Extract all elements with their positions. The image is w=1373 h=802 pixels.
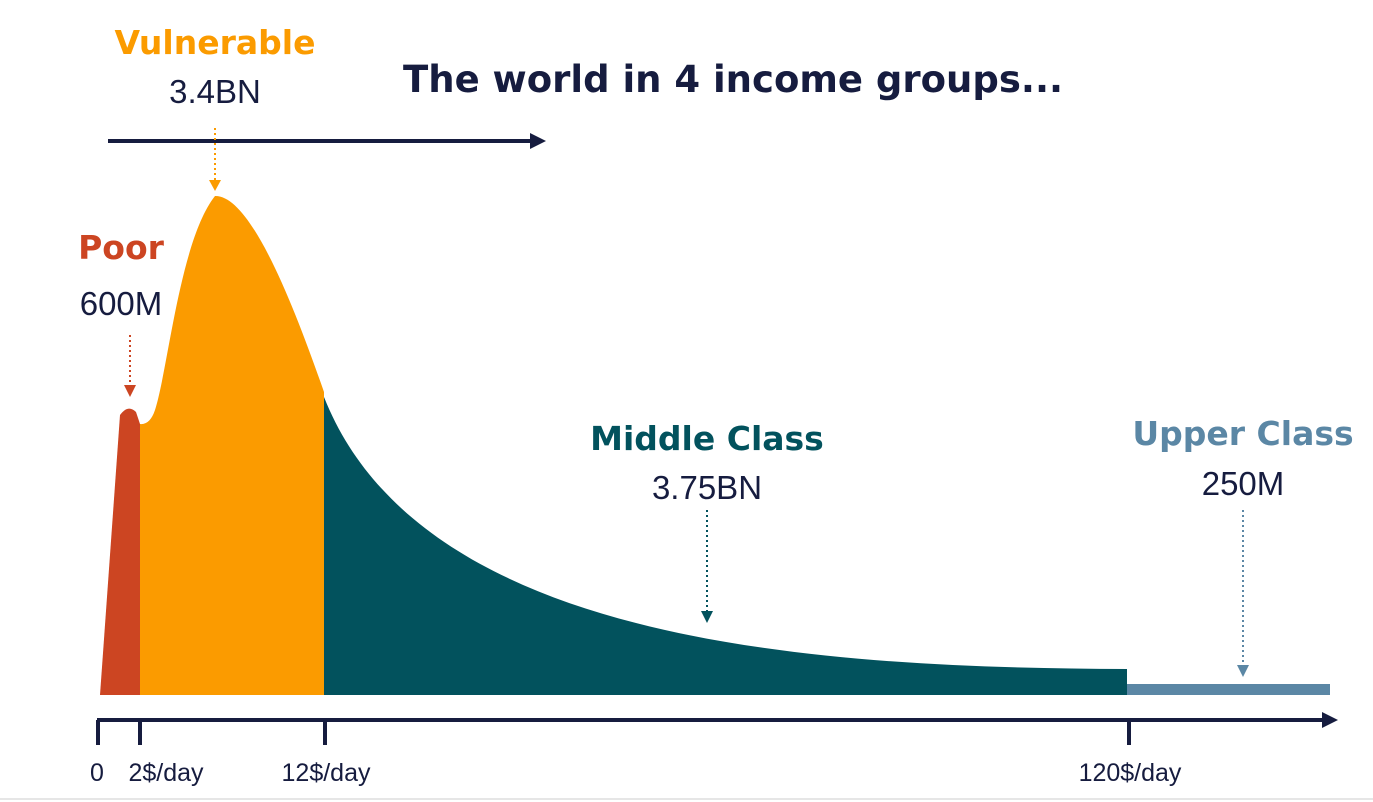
x-axis-arrow [1322, 712, 1338, 728]
label-poor: Poor [78, 228, 165, 267]
tick-label-2: 2$/day [128, 759, 204, 787]
chart-title: The world in 4 income groups... [403, 58, 1063, 101]
area-vulnerable [140, 195, 324, 695]
tick-label-12: 12$/day [282, 759, 371, 787]
pointer-vulnerable [209, 128, 221, 191]
pointer-poor [124, 335, 136, 397]
progress-arrow-head [530, 133, 546, 149]
label-upper-class: Upper Class [1132, 414, 1353, 453]
bottom-divider [0, 798, 1373, 800]
tick-label-0: 0 [90, 759, 104, 787]
label-vulnerable: Vulnerable [115, 23, 316, 62]
value-vulnerable: 3.4BN [169, 73, 261, 110]
tick-label-120: 120$/day [1079, 759, 1182, 787]
value-poor: 600M [80, 285, 163, 322]
value-upper-class: 250M [1202, 465, 1285, 502]
value-middle-class: 3.75BN [652, 469, 762, 506]
label-middle-class: Middle Class [590, 419, 824, 458]
pointer-upper-class [1237, 510, 1249, 677]
area-poor [100, 408, 140, 695]
area-upper-class [1127, 684, 1330, 695]
area-middle-class [324, 397, 1127, 695]
pointer-middle-class [701, 510, 713, 623]
